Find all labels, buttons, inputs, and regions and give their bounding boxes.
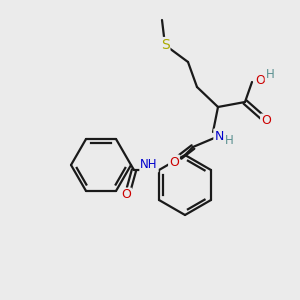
Text: H: H [266, 68, 274, 80]
Text: O: O [121, 188, 131, 202]
Text: NH: NH [140, 158, 158, 172]
Text: N: N [214, 130, 224, 142]
Text: O: O [169, 155, 179, 169]
Text: H: H [225, 134, 233, 146]
Text: O: O [255, 74, 265, 86]
Text: S: S [160, 38, 169, 52]
Text: O: O [261, 115, 271, 128]
